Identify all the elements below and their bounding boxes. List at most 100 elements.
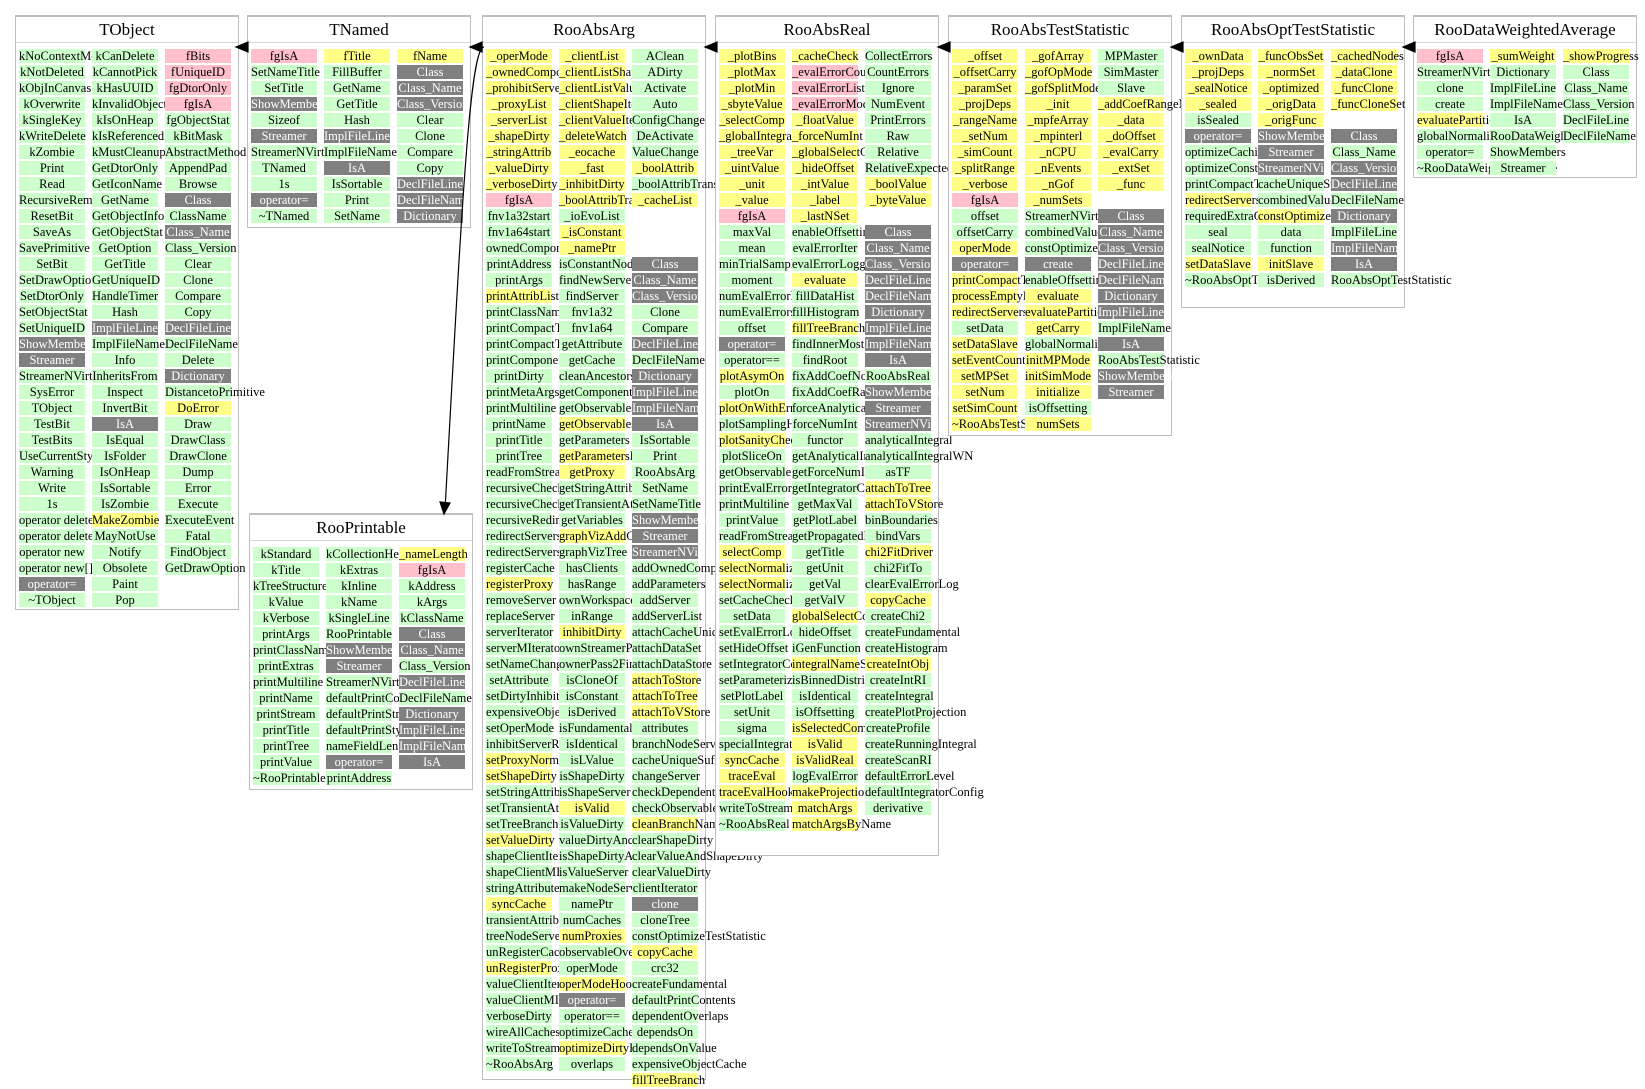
class-member[interactable]: isSelectedComp xyxy=(792,721,874,735)
class-member[interactable]: _stringAttrib xyxy=(486,145,552,159)
class-member[interactable]: Dictionary xyxy=(165,369,231,383)
class-member[interactable]: ownerPass2Finalize xyxy=(559,657,659,671)
class-member[interactable]: _evalErrorList xyxy=(792,81,865,95)
class-member[interactable]: clearValueAndShapeDirty xyxy=(632,849,764,863)
class-member[interactable]: getObservables xyxy=(559,401,637,415)
class-member[interactable]: _simCount xyxy=(952,145,1018,159)
class-member[interactable]: expensiveObjectCache xyxy=(632,1057,747,1071)
class-member[interactable]: RooPrintable xyxy=(326,627,392,641)
class-member[interactable]: removeServer xyxy=(486,593,557,607)
class-member[interactable]: InvertBit xyxy=(92,401,158,415)
class-member[interactable]: ImplFileName xyxy=(1490,97,1563,111)
class-member[interactable]: _sumWeight xyxy=(1490,49,1556,63)
class-member[interactable]: ShowMembers xyxy=(632,513,708,527)
class-member[interactable]: serverIterator xyxy=(486,625,554,639)
class-member[interactable]: fillTreeBranch xyxy=(632,1073,706,1087)
class-member[interactable]: _projDeps xyxy=(952,97,1018,111)
class-member[interactable]: Activate xyxy=(632,81,698,95)
class-member[interactable]: GetDrawOption xyxy=(165,561,246,575)
class-member[interactable]: createChi2 xyxy=(865,609,931,623)
class-member[interactable]: SetName xyxy=(632,481,698,495)
class-member[interactable]: _boolAttrib xyxy=(632,161,698,175)
class-member[interactable]: Streamer xyxy=(19,353,85,367)
class-member[interactable]: selectNormalization xyxy=(719,561,820,575)
class-member[interactable]: printTitle xyxy=(486,433,552,447)
class-member[interactable]: cloneTree xyxy=(632,913,698,927)
class-member[interactable]: setData xyxy=(952,321,1018,335)
class-member[interactable]: Class_Name xyxy=(632,273,698,287)
class-member[interactable]: isValidReal xyxy=(792,753,858,767)
class-member[interactable]: GetOption xyxy=(92,241,158,255)
class-member[interactable]: Class_Name xyxy=(1331,145,1397,159)
class-member[interactable]: operator== xyxy=(559,1009,625,1023)
class-member[interactable]: hasClients xyxy=(559,561,625,575)
class-member[interactable]: MayNotUse xyxy=(92,529,158,543)
class-member[interactable]: Raw xyxy=(865,129,931,143)
class-member[interactable]: kObjInCanvas xyxy=(19,81,92,95)
class-member[interactable]: Class xyxy=(165,193,231,207)
class-member[interactable]: _cachedNodes xyxy=(1331,49,1404,63)
class-member[interactable]: verboseDirty xyxy=(486,1009,552,1023)
class-member[interactable]: isBinnedDistribution xyxy=(792,673,897,687)
class-member[interactable]: GetIconName xyxy=(92,177,163,191)
class-member[interactable]: operator= xyxy=(1185,129,1251,143)
class-member[interactable]: logEvalError xyxy=(792,769,858,783)
class-member[interactable]: _func xyxy=(1098,177,1164,191)
class-member[interactable]: _nEvents xyxy=(1025,161,1091,175)
class-member[interactable]: ImplFileLine xyxy=(865,321,931,335)
class-member[interactable]: _inhibitDirty xyxy=(559,177,625,191)
class-member[interactable]: clearEvalErrorLog xyxy=(865,577,959,591)
class-member[interactable]: Dictionary xyxy=(632,369,698,383)
class-member[interactable]: _nCPU xyxy=(1025,145,1091,159)
class-member[interactable]: Streamer xyxy=(251,129,317,143)
class-member[interactable]: forceAnalyticalInt xyxy=(792,401,884,415)
class-member[interactable]: cleanAncestors xyxy=(559,369,636,383)
class-member[interactable]: copyCache xyxy=(632,945,698,959)
class-member[interactable]: CountErrors xyxy=(865,65,931,79)
class-member[interactable]: inRange xyxy=(559,609,625,623)
class-member[interactable]: IsZombie xyxy=(92,497,158,511)
class-member[interactable]: TestBits xyxy=(19,433,85,447)
class-member[interactable]: Streamer xyxy=(1098,385,1164,399)
class-member[interactable]: traceEvalHook xyxy=(719,785,794,799)
class-member[interactable]: kSingleKey xyxy=(19,113,85,127)
class-member[interactable]: _plotMax xyxy=(719,65,785,79)
class-member[interactable]: Dictionary xyxy=(1098,289,1164,303)
class-member[interactable]: SetNameTitle xyxy=(251,65,320,79)
class-member[interactable]: ShowMembers xyxy=(19,337,95,351)
class-member[interactable]: _rangeName xyxy=(952,113,1018,127)
class-member[interactable]: addServer xyxy=(632,593,698,607)
class-member[interactable]: optimizeDirtyHook xyxy=(559,1041,657,1055)
class-member[interactable]: operMode xyxy=(952,241,1018,255)
class-member[interactable]: nameFieldLength xyxy=(326,739,415,753)
class-member[interactable]: isValueServer xyxy=(559,865,629,879)
class-member[interactable]: printMetaArgs xyxy=(486,385,560,399)
class-member[interactable]: writeToStream xyxy=(719,801,794,815)
class-member[interactable]: processEmptyDataSets xyxy=(952,289,1068,303)
class-member[interactable]: fBits xyxy=(165,49,231,63)
class-member[interactable]: setParameterizeIntegral xyxy=(719,673,837,687)
class-member[interactable]: _sealNotice xyxy=(1185,81,1251,95)
class-member[interactable]: inhibitDirty xyxy=(559,625,625,639)
class-member[interactable]: checkDependents xyxy=(632,785,721,799)
class-member[interactable]: DeActivate xyxy=(632,129,698,143)
class-member[interactable]: evaluate xyxy=(792,273,858,287)
class-member[interactable]: _ownData xyxy=(1185,49,1251,63)
class-member[interactable]: _funcObsSet xyxy=(1258,49,1324,63)
class-member[interactable]: syncCache xyxy=(486,897,552,911)
class-member[interactable]: fillDataHist xyxy=(792,289,858,303)
class-member[interactable]: Dictionary xyxy=(865,305,931,319)
class-member[interactable]: specialIntegratorConfig xyxy=(719,737,838,751)
class-member[interactable]: StreamerNVirtual xyxy=(251,145,340,159)
class-member[interactable]: getVariables xyxy=(559,513,625,527)
class-member[interactable]: DeclFileLine xyxy=(865,273,931,287)
class-member[interactable]: combinedValue xyxy=(1025,225,1103,239)
class-member[interactable]: Class_Name xyxy=(1563,81,1629,95)
class-member[interactable]: valueClientIterator xyxy=(486,977,581,991)
class-member[interactable]: create xyxy=(1417,97,1483,111)
class-member[interactable]: _funcCloneSet xyxy=(1331,97,1406,111)
class-member[interactable]: Class_Version xyxy=(165,241,237,255)
class-member[interactable]: _proxyList xyxy=(486,97,552,111)
class-member[interactable]: Dump xyxy=(165,465,231,479)
class-member[interactable]: printAttribList xyxy=(486,289,559,303)
